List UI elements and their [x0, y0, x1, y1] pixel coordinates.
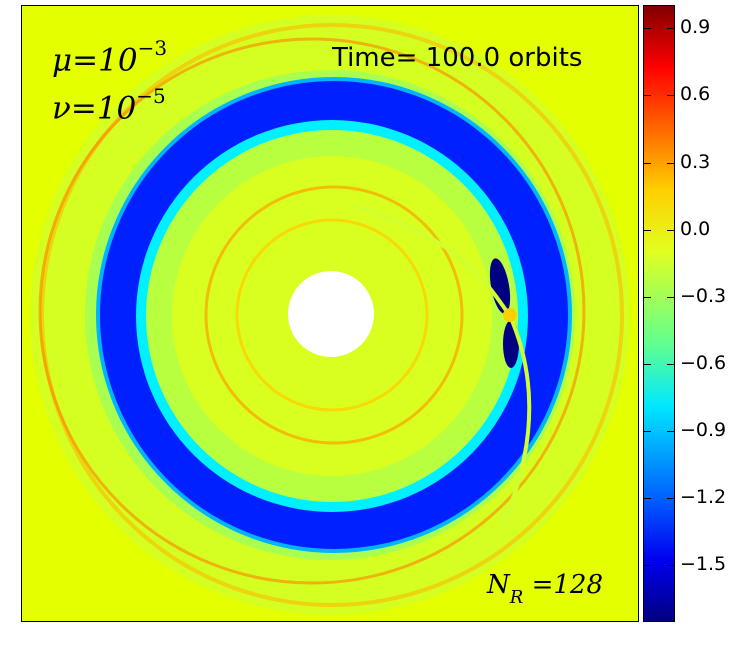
colorbar-gradient	[644, 6, 674, 621]
colorbar-tick-mark	[667, 430, 674, 432]
colorbar-tick-label: −0.9	[680, 418, 727, 441]
colorbar-tick-label: 0.3	[680, 150, 711, 173]
colorbar-tick-mark	[667, 229, 674, 231]
colorbar-tick-label: −1.2	[680, 486, 727, 508]
colorbar-tick-label: 0.9	[680, 16, 711, 39]
colorbar-tick-label: 0.0	[680, 217, 711, 240]
mu-annotation: μ=10−3	[52, 36, 168, 79]
disk-density-heatmap	[22, 6, 638, 621]
colorbar-tick-mark	[644, 498, 651, 499]
colorbar-tick-label: −1.5	[680, 553, 727, 576]
colorbar-tick-mark	[667, 296, 674, 298]
colorbar-tick-mark	[644, 296, 651, 298]
colorbar-tick-mark	[644, 363, 651, 365]
vortex-upper	[489, 258, 511, 314]
colorbar-tick-mark	[667, 95, 674, 97]
colorbar-tick-mark	[667, 565, 674, 567]
planet	[503, 308, 517, 322]
colorbar-tick-label: 0.6	[680, 83, 711, 106]
spiral-arm-upper	[351, 204, 512, 318]
time-label: Time= 100.0 orbits	[332, 43, 583, 73]
colorbar-tick-mark	[644, 229, 651, 231]
resolution-annotation: NR =128	[487, 570, 603, 609]
gap-edge	[96, 77, 572, 553]
colorbar-tick-mark	[667, 498, 674, 499]
colorbar-tick-mark	[644, 565, 651, 567]
inner-hole	[288, 271, 374, 357]
outer-ring	[40, 23, 624, 607]
nu-annotation: ν=10−5	[52, 84, 166, 127]
heatmap-plot-area: μ=10−3 ν=10−5 Time= 100.0 orbits NR =128	[21, 5, 639, 622]
colorbar-tick-mark	[644, 95, 651, 97]
colorbar-tick-label: −0.6	[680, 351, 727, 374]
colorbar-tick-mark	[667, 28, 674, 30]
colorbar-tick-mark	[667, 363, 674, 365]
colorbar-tick-label: −0.3	[680, 284, 727, 307]
inner-ring-1	[204, 185, 464, 445]
colorbar-tick-mark	[644, 28, 651, 30]
colorbar-tick-mark	[644, 430, 651, 432]
spiral-wake-ring	[38, 37, 586, 585]
colorbar	[643, 5, 675, 622]
colorbar-tick-mark	[667, 162, 674, 164]
spiral-arm-lower	[500, 315, 532, 527]
colorbar-tick-mark	[644, 162, 651, 164]
inner-ring-2	[235, 218, 429, 412]
